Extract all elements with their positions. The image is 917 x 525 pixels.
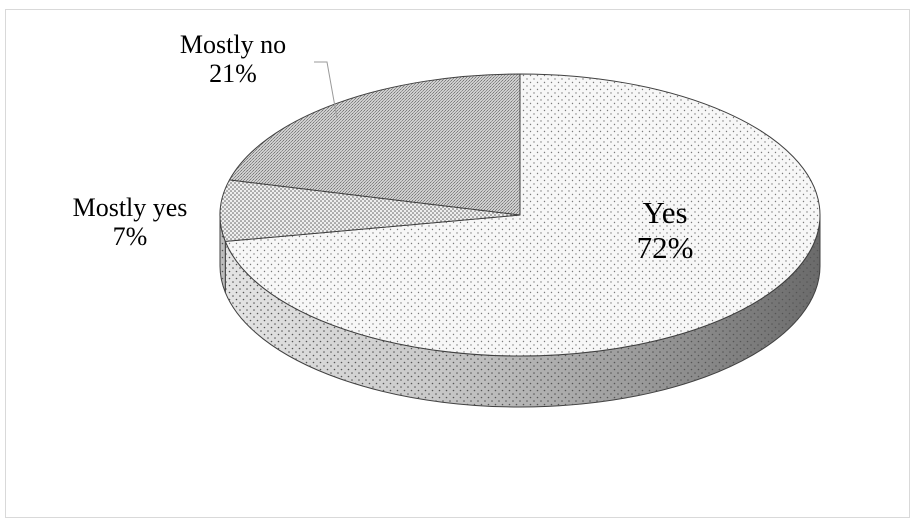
slice-label-mostly-yes: Mostly yes 7% (40, 193, 220, 251)
slice-mostly-no-top (228, 73, 521, 216)
slice-yes-top (224, 73, 821, 357)
slice-mostly-yes-side-texture (220, 215, 226, 293)
slice-label-yes-value: 72% (636, 229, 694, 265)
slice-label-mostly-no-value: 21% (209, 59, 257, 89)
slice-label-mostly-yes-value: 7% (112, 222, 148, 252)
slice-label-mostly-no-name: Mostly no (179, 30, 287, 59)
slice-yes-side-texture (225, 215, 820, 408)
slice-mostly-yes-top (219, 179, 521, 242)
slice-label-yes-name: Yes (642, 195, 688, 230)
leader-line-mostly-no (314, 61, 338, 119)
slice-label-mostly-no: Mostly no 21% (148, 30, 318, 88)
slice-label-mostly-yes-name: Mostly yes (72, 193, 188, 222)
slice-label-yes: Yes 72% (595, 195, 735, 265)
pie-leader-lines (314, 61, 338, 119)
pie-top-slices (219, 73, 821, 357)
